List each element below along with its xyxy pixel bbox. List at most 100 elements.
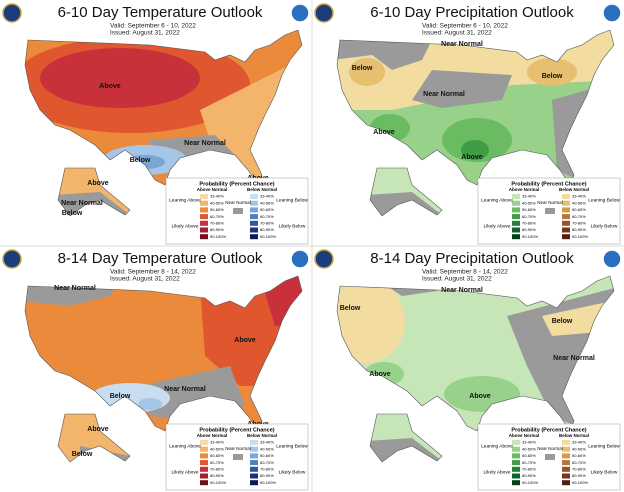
legend-header: Above Normal: [197, 187, 228, 192]
legend-swatch: [200, 227, 208, 233]
legend-header: Above Normal: [509, 433, 540, 438]
legend-swatch: [200, 480, 208, 486]
legend-swatch: [200, 207, 208, 213]
legend-range: 50-60%: [260, 207, 274, 212]
region-label: Near Normal: [441, 41, 483, 48]
legend-swatch: [512, 200, 520, 206]
legend: Probability (Percent Chance)Above Normal…: [477, 423, 620, 491]
alaska-outline: [369, 167, 443, 217]
legend-swatch: [200, 200, 208, 206]
legend-label: Near Normal: [225, 446, 251, 451]
legend-swatch: [562, 227, 570, 233]
noaa-logo: [314, 249, 334, 269]
noaa-logo: [2, 249, 22, 269]
legend-range: 40-50%: [522, 446, 536, 451]
legend-swatch: [200, 234, 208, 240]
legend-range: 60-70%: [572, 214, 586, 219]
legend-range: 80-90%: [260, 473, 274, 478]
legend-swatch: [562, 234, 570, 240]
legend-swatch: [545, 454, 555, 460]
legend-label: Likely Above: [172, 223, 199, 229]
legend-range: 33-40%: [260, 440, 274, 445]
legend-range: 70-80%: [210, 466, 224, 471]
legend-swatch: [562, 440, 570, 445]
probability-region: [442, 118, 512, 162]
probability-region: [337, 279, 405, 363]
nws-logo: [290, 249, 310, 269]
legend-label: Leaning Below: [588, 197, 620, 203]
legend-swatch: [562, 207, 570, 213]
legend-label: Likely Above: [484, 469, 511, 475]
legend-range: 40-50%: [260, 446, 274, 451]
region-label: Near Normal: [164, 386, 206, 393]
legend-range: 90-100%: [522, 480, 538, 485]
legend-swatch: [250, 234, 258, 240]
legend-label: Likely Above: [172, 469, 199, 475]
legend-range: 90-100%: [260, 480, 276, 485]
legend-swatch: [512, 460, 520, 466]
legend-range: 40-50%: [522, 200, 536, 205]
legend-header: Below Normal: [559, 433, 589, 438]
region-label: Above: [234, 337, 256, 344]
legend: Probability (Percent Chance)Above Normal…: [165, 177, 308, 245]
legend-swatch: [250, 220, 258, 226]
legend-swatch: [562, 200, 570, 206]
region-label: Near Normal: [423, 91, 465, 98]
legend-range: 50-60%: [572, 207, 586, 212]
legend-range: 33-40%: [210, 440, 224, 445]
legend-swatch: [562, 480, 570, 486]
alaska-outline: [57, 413, 131, 463]
legend-range: 60-70%: [210, 460, 224, 465]
legend-range: 70-80%: [572, 466, 586, 471]
legend-range: 60-70%: [210, 214, 224, 219]
legend-range: 80-90%: [572, 227, 586, 232]
legend-range: 70-80%: [260, 220, 274, 225]
issued-date: Issued: August 31, 2022: [110, 276, 180, 283]
issued-date: Issued: August 31, 2022: [422, 276, 492, 283]
probability-region: [461, 140, 489, 160]
legend-range: 80-90%: [210, 227, 224, 232]
legend-swatch: [250, 207, 258, 213]
legend-swatch: [562, 194, 570, 199]
legend-label: Likely Below: [591, 469, 618, 475]
region-label: Below: [130, 157, 151, 164]
legend-swatch: [512, 446, 520, 452]
legend-range: 33-40%: [260, 194, 274, 199]
outlook-panel: 8-14 Day Temperature Outlook Valid: Septe…: [2, 249, 310, 491]
panel-title: 6-10 Day Precipitation Outlook: [370, 4, 574, 21]
legend-range: 50-60%: [210, 453, 224, 458]
region-label: Above: [373, 129, 395, 136]
legend-swatch: [250, 227, 258, 233]
legend-swatch: [562, 453, 570, 459]
probability-region: [138, 398, 162, 410]
issued-date: Issued: August 31, 2022: [422, 30, 492, 37]
legend-range: 50-60%: [522, 453, 536, 458]
legend-range: 33-40%: [210, 194, 224, 199]
region-label: Near Normal: [61, 200, 103, 207]
legend-swatch: [200, 214, 208, 220]
region-label: Below: [352, 65, 373, 72]
legend-range: 90-100%: [572, 480, 588, 485]
panel-title: 6-10 Day Temperature Outlook: [58, 4, 263, 21]
legend-swatch: [512, 234, 520, 240]
valid-dates: Valid: September 8 - 14, 2022: [110, 269, 196, 276]
legend-label: Near Normal: [537, 200, 563, 205]
probability-region: [349, 58, 385, 86]
legend-swatch: [250, 214, 258, 220]
region-label: Near Normal: [54, 285, 96, 292]
legend-label: Leaning Below: [588, 443, 620, 449]
legend-range: 90-100%: [260, 234, 276, 239]
region-label: Above: [369, 371, 391, 378]
legend-swatch: [512, 440, 520, 445]
legend-swatch: [200, 460, 208, 466]
region-label: Below: [340, 305, 361, 312]
legend-swatch: [512, 220, 520, 226]
legend-range: 60-70%: [522, 214, 536, 219]
legend-title: Probability (Percent Chance): [199, 427, 274, 433]
legend-range: 40-50%: [260, 200, 274, 205]
panel-title: 8-14 Day Precipitation Outlook: [370, 250, 574, 267]
legend-header: Below Normal: [247, 187, 277, 192]
legend-swatch: [250, 194, 258, 199]
region-label: Below: [110, 393, 131, 400]
legend-label: Leaning Below: [276, 443, 308, 449]
